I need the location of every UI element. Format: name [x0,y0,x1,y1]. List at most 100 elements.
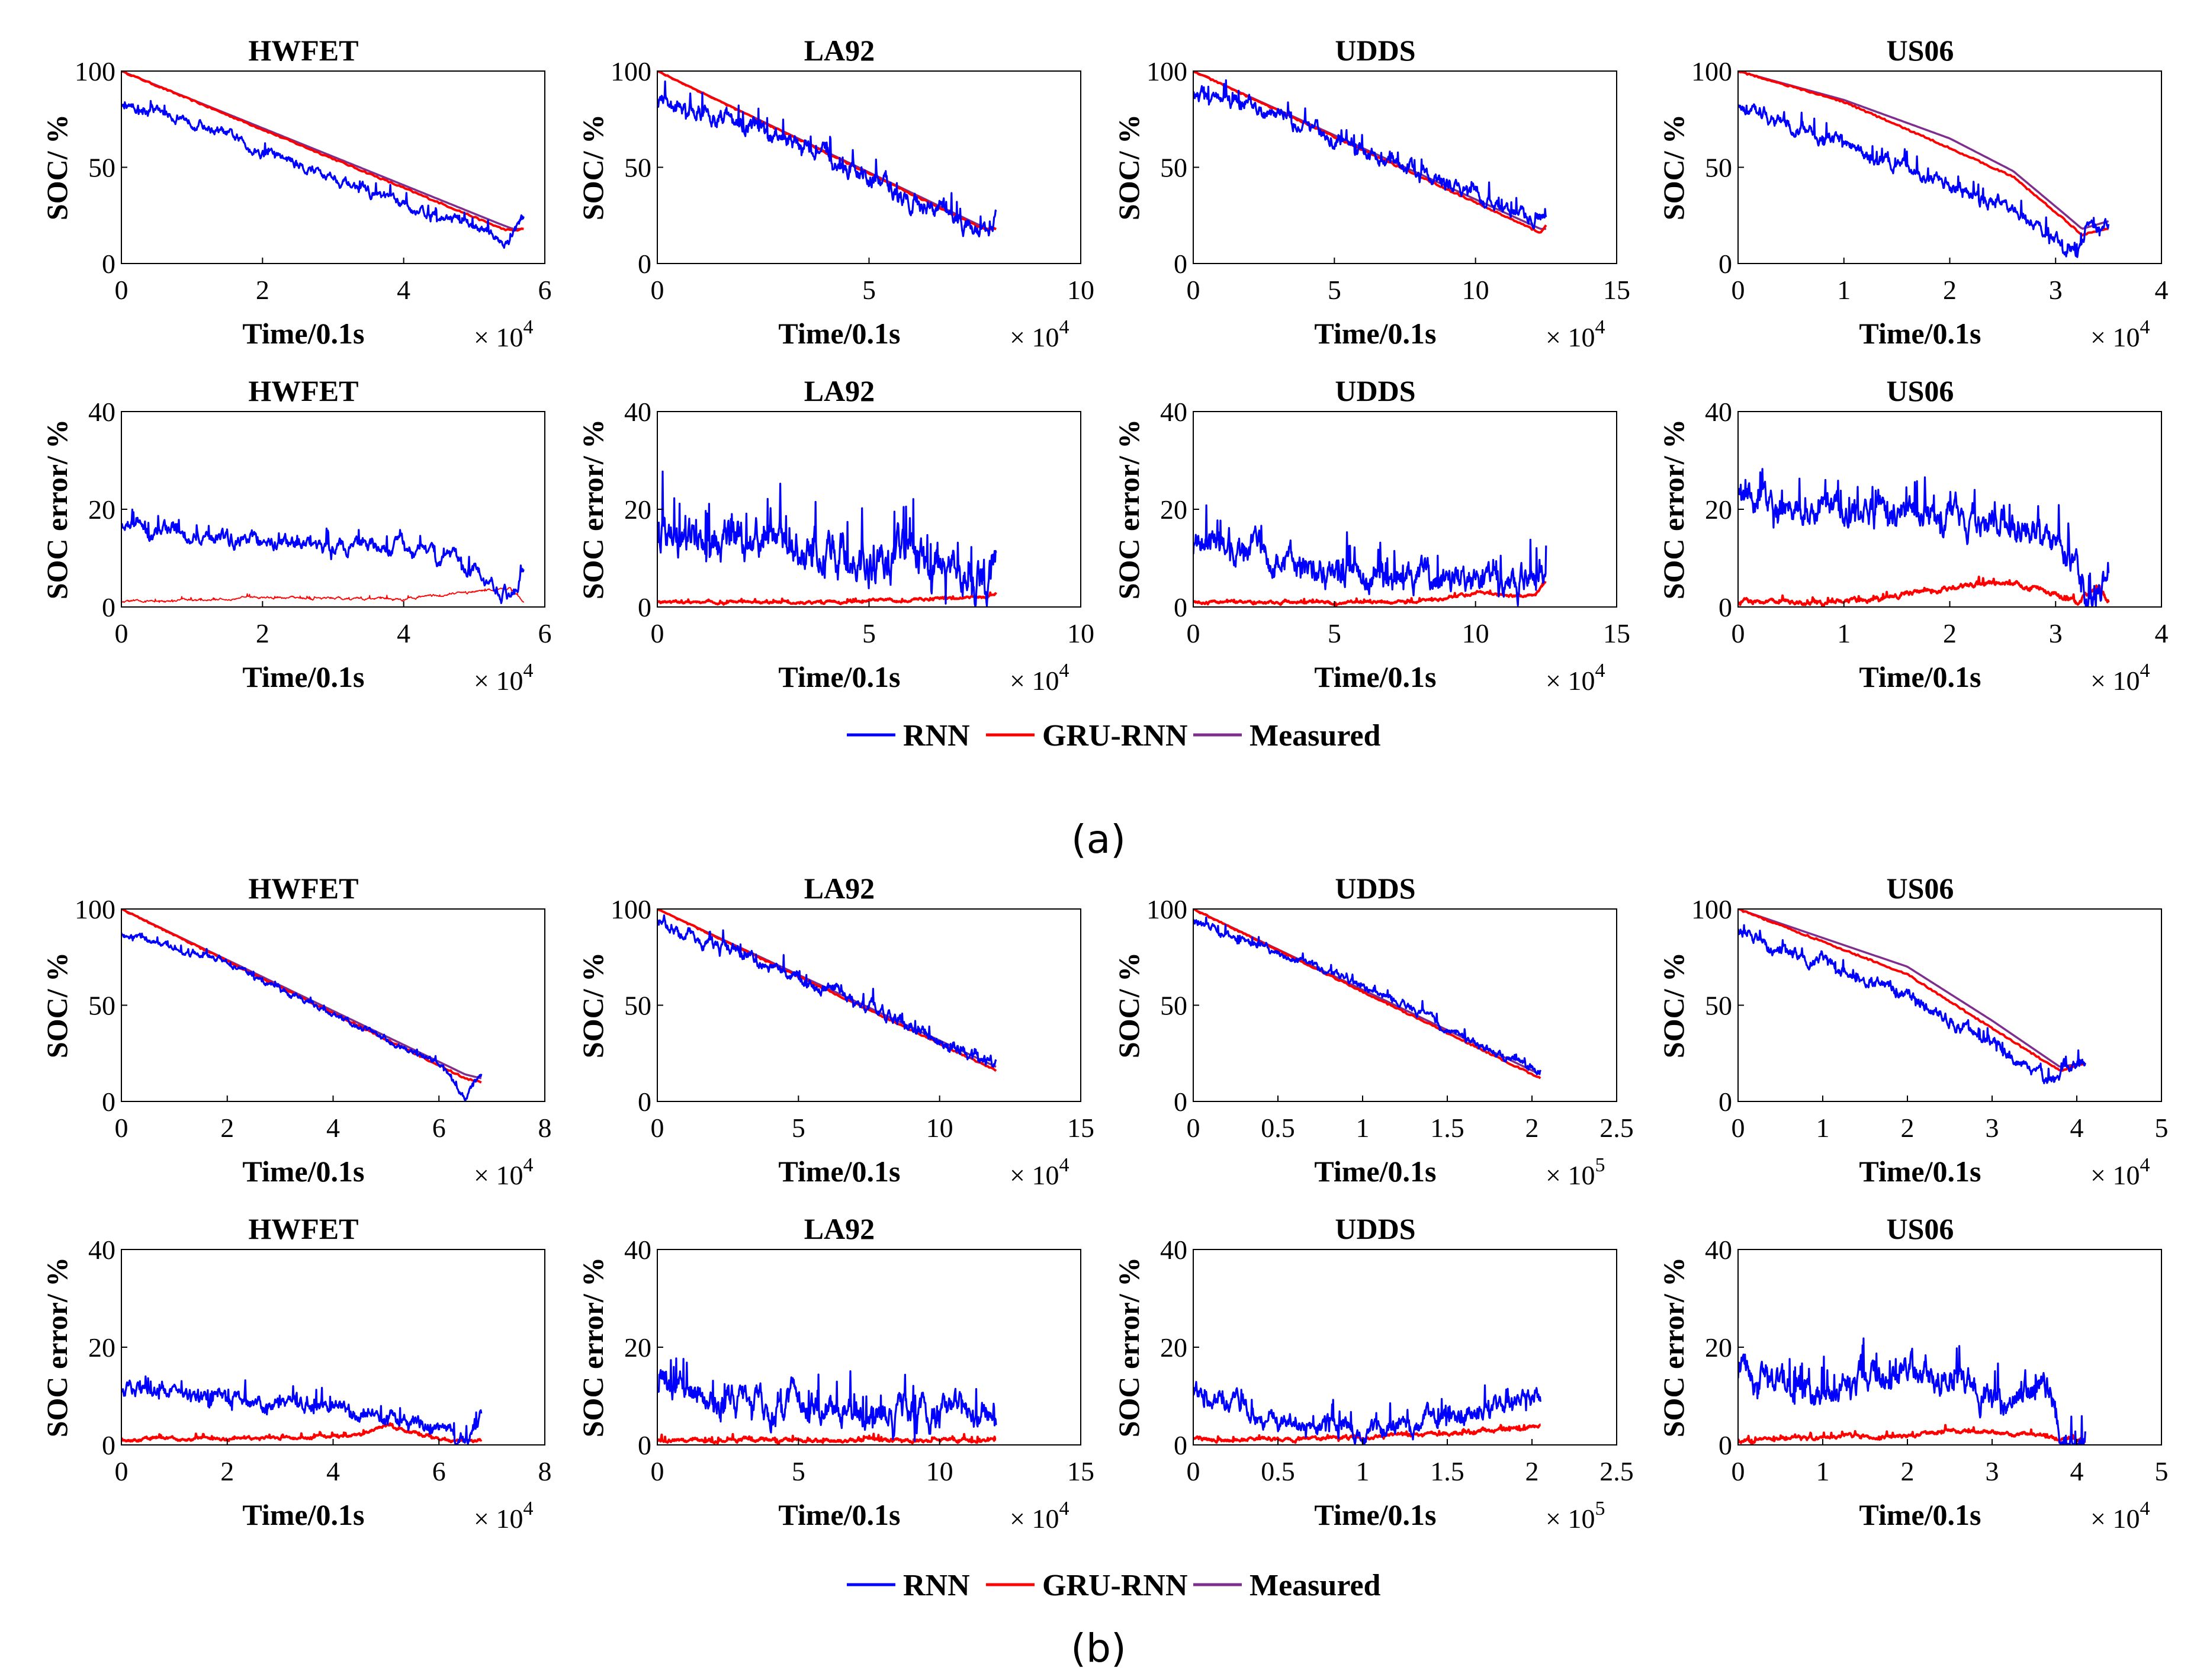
axes-box [121,1249,545,1445]
x-tick-label: 10 [926,1456,953,1486]
y-tick-label: 0 [102,249,115,279]
series-group [657,470,997,607]
x-axis-label: Time/0.1s [242,1498,364,1531]
x-axis-label: Time/0.1s [778,1155,900,1188]
y-tick-label: 0 [1719,1430,1732,1460]
y-axis-label: SOC/ % [1657,114,1690,220]
y-tick-label: 40 [88,1235,115,1265]
x-axis-label: Time/0.1s [778,660,900,693]
y-tick-label: 0 [1174,1087,1187,1117]
caption-a: (a) [1071,817,1126,862]
y-tick-label: 0 [102,1430,115,1460]
x-tick-label: 5 [792,1456,805,1486]
x-tick-label: 4 [397,618,410,648]
series-rnn [1738,103,2110,258]
x-exponent: × 104 [474,1498,533,1534]
subplot-title: LA92 [804,872,875,905]
y-axis-label: SOC/ % [40,952,73,1058]
x-tick-label: 0.5 [1261,1113,1295,1143]
x-axis-label: Time/0.1s [1314,1155,1436,1188]
x-tick-label: 10 [1067,618,1094,648]
x-exponent-power: 4 [1059,660,1069,682]
subplot-a-soc-us06: 0 1 2 3 4 0 50 100 US06 Time/0.1s × 104 SOC/ % [1657,34,2169,352]
y-tick-label: 20 [1160,1332,1187,1363]
x-exponent: × 104 [474,660,533,696]
subplot-b-soc-udds: 0 0.5 1 1.5 2 2.5 0 50 100 UDDS Time/0.1s × 105 SOC/… [1112,872,1634,1190]
x-axis-label: Time/0.1s [778,1498,900,1531]
y-axis-label: SOC error/ % [40,419,73,600]
subplot-a-err-udds: 0 5 10 15 0 20 40 UDDS Time/0.1s × 104 SOC error/ … [1112,374,1630,696]
subplot-title: UDDS [1335,374,1415,407]
x-tick-label: 2 [1901,1113,1915,1143]
x-tick-label: 3 [2049,275,2063,305]
x-tick-label: 1 [1837,618,1851,648]
subplot-title: US06 [1886,374,1954,407]
x-tick-label: 0 [651,618,664,648]
x-exponent: × 105 [1546,1498,1605,1534]
x-tick-label: 4 [2155,618,2169,648]
y-axis-label: SOC error/ % [40,1257,73,1438]
x-exponent: × 104 [2090,660,2150,696]
series-gru [1738,576,2110,607]
x-tick-label: 5 [2155,1113,2169,1143]
series-gru [657,1432,997,1445]
y-axis-label: SOC/ % [1657,952,1690,1058]
legend-label-measured: Measured [1250,719,1381,753]
subplot-b-soc-la92: 0 5 10 15 0 50 100 LA92 Time/0.1s × 104 SOC/ % [576,872,1094,1190]
x-tick-label: 0 [115,1456,129,1486]
y-tick-label: 50 [88,153,115,183]
x-axis-label: Time/0.1s [242,660,364,693]
legend-label-gru: GRU-RNN [1042,1569,1188,1602]
x-axis-label: Time/0.1s [1314,317,1436,350]
series-group [1193,71,1547,234]
x-exponent: × 104 [2090,1498,2150,1534]
x-tick-label: 0 [1732,1456,1745,1486]
x-axis-label: Time/0.1s [1859,1155,1981,1188]
legend-label-gru: GRU-RNN [1042,719,1188,753]
x-exponent-power: 4 [2140,1154,2150,1176]
x-exponent: × 105 [1546,1154,1605,1190]
x-tick-label: 1 [1816,1456,1830,1486]
y-tick-label: 0 [102,592,115,622]
subplot-title: UDDS [1335,872,1415,905]
x-tick-label: 2 [220,1113,234,1143]
x-tick-label: 5 [792,1113,805,1143]
x-axis-label: Time/0.1s [1859,660,1981,693]
x-tick-label: 3 [1986,1456,1999,1486]
x-exponent: × 104 [1546,660,1605,696]
x-tick-label: 0 [1187,275,1200,305]
series-group [121,71,525,249]
x-tick-label: 2.5 [1599,1456,1634,1486]
x-tick-label: 4 [326,1456,340,1486]
y-tick-label: 50 [624,153,651,183]
series-group [121,508,525,605]
x-tick-label: 2 [1901,1456,1915,1486]
y-axis-label: SOC error/ % [1112,419,1145,600]
y-tick-label: 0 [1719,1087,1732,1117]
subplot-a-soc-udds: 0 5 10 15 0 50 100 UDDS Time/0.1s × 104 SOC/ % [1112,34,1630,352]
legend-label-rnn: RNN [903,719,970,753]
x-tick-label: 4 [397,275,410,305]
y-tick-label: 0 [1719,249,1732,279]
series-rnn [657,80,997,237]
y-tick-label: 100 [1146,894,1187,924]
x-tick-label: 5 [2155,1456,2169,1486]
y-tick-label: 100 [1691,894,1732,924]
x-tick-label: 3 [2049,618,2063,648]
subplot-a-err-la92: 0 5 10 0 20 40 LA92 Time/0.1s × 104 SOC error/ % [576,374,1094,696]
x-tick-label: 5 [1328,618,1341,648]
axes-box [1737,908,2162,1102]
y-tick-label: 20 [88,494,115,525]
x-tick-label: 0 [1187,1456,1200,1486]
series-rnn [1193,79,1547,230]
x-exponent-power: 4 [1059,1154,1069,1176]
legend-a: RNN GRU-RNN Measured [847,719,1381,753]
y-tick-label: 100 [611,56,651,86]
y-tick-label: 20 [624,494,651,525]
x-exponent: × 104 [1010,1498,1069,1534]
x-exponent: × 104 [1010,1154,1069,1190]
